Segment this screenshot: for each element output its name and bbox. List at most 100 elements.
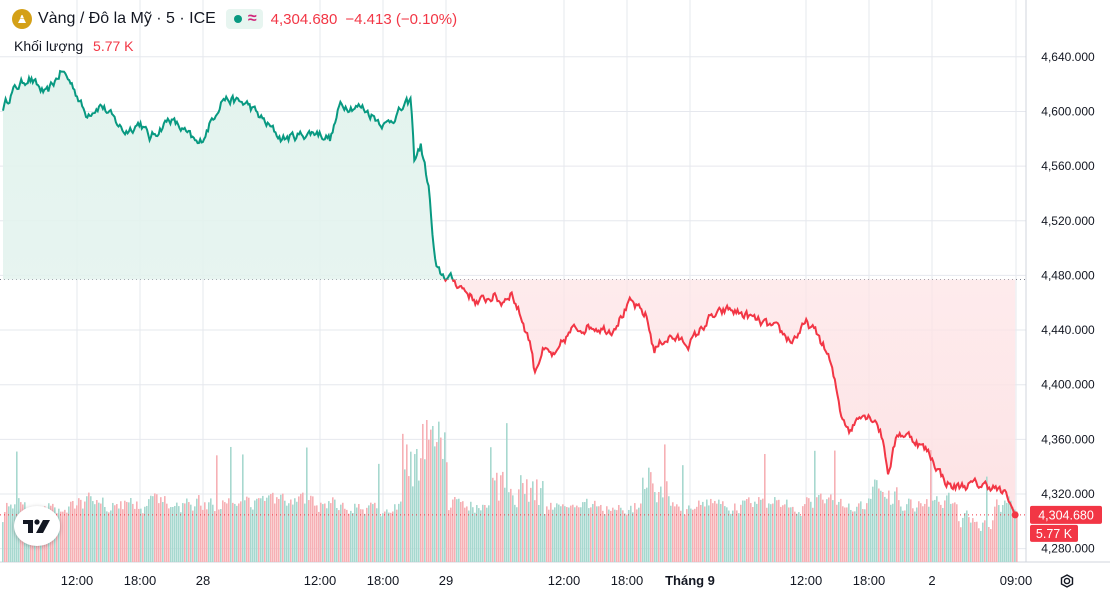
volume-bar: [516, 507, 518, 562]
volume-bar: [558, 504, 560, 562]
volume-bar: [266, 497, 268, 562]
volume-bar: [988, 527, 990, 562]
volume-bar: [382, 513, 384, 562]
market-status-pill[interactable]: ≈: [225, 9, 263, 29]
volume-bar: [870, 498, 872, 562]
volume-bar: [776, 500, 778, 562]
volume-bar: [262, 495, 264, 562]
volume-bar: [800, 515, 802, 562]
volume-bar: [366, 507, 368, 562]
volume-legend[interactable]: Khối lượng 5.77 K: [14, 38, 134, 54]
volume-bar: [560, 506, 562, 562]
volume-bar: [766, 507, 768, 562]
volume-bar: [534, 500, 536, 562]
volume-bar: [834, 450, 836, 562]
volume-bar: [554, 507, 556, 562]
volume-bar: [702, 501, 704, 562]
volume-bar: [630, 505, 632, 562]
volume-bar: [406, 444, 408, 562]
volume-bar: [388, 512, 390, 562]
volume-bar: [208, 502, 210, 562]
volume-bar: [778, 499, 780, 562]
volume-bar: [530, 487, 532, 562]
volume-bar: [120, 501, 122, 562]
symbol-title[interactable]: Vàng / Đô la Mỹ · 5 · ICE: [38, 10, 216, 27]
volume-bar: [498, 500, 500, 562]
gear-icon[interactable]: [1057, 571, 1077, 591]
volume-bar: [58, 508, 60, 562]
x-tick-label: 29: [439, 573, 453, 588]
volume-bar: [182, 503, 184, 562]
volume-bar: [114, 505, 116, 562]
symbol-header[interactable]: Vàng / Đô la Mỹ · 5 · ICE ≈ 4,304.680 −4…: [12, 8, 457, 30]
volume-bar: [860, 501, 862, 562]
volume-bar: [152, 496, 154, 562]
volume-bar: [330, 503, 332, 562]
gold-symbol-icon: [12, 9, 32, 29]
volume-bar: [372, 504, 374, 562]
volume-bar: [596, 506, 598, 562]
volume-bar: [1012, 506, 1014, 562]
volume-bar: [242, 454, 244, 562]
volume-bar: [840, 498, 842, 562]
price-line-below: [443, 279, 1017, 516]
volume-bar: [990, 529, 992, 562]
volume-bar: [148, 499, 150, 562]
volume-bar: [490, 447, 492, 562]
volume-bar: [362, 509, 364, 562]
volume-bar: [942, 507, 944, 562]
volume-bar: [740, 504, 742, 562]
volume-bar: [682, 465, 684, 562]
volume-bar: [662, 497, 664, 562]
volume-bar: [194, 506, 196, 562]
volume-bar: [370, 502, 372, 562]
volume-bar: [204, 502, 206, 562]
volume-bar: [514, 504, 516, 562]
volume-bar: [890, 504, 892, 562]
volume-bar: [450, 507, 452, 562]
volume-bar: [926, 499, 928, 562]
volume-bar: [4, 512, 6, 562]
volume-bar: [164, 496, 166, 562]
x-tick-label: 18:00: [611, 573, 644, 588]
volume-bar: [460, 501, 462, 562]
volume-bar: [86, 496, 88, 562]
volume-bar: [174, 505, 176, 562]
volume-bar: [322, 504, 324, 562]
volume-bar: [742, 500, 744, 562]
volume-bar: [666, 481, 668, 562]
volume-bar: [758, 497, 760, 562]
tradingview-logo-icon[interactable]: [14, 506, 60, 546]
volume-bar: [132, 503, 134, 562]
volume-bar: [138, 508, 140, 562]
volume-bar: [528, 501, 530, 562]
volume-bar: [522, 483, 524, 562]
volume-bar: [336, 508, 338, 562]
volume-bar: [304, 503, 306, 562]
volume-bar: [922, 506, 924, 562]
volume-bar: [954, 502, 956, 562]
x-tick-label: 12:00: [790, 573, 823, 588]
volume-bar: [1006, 502, 1008, 562]
volume-bar: [394, 504, 396, 562]
volume-bar: [548, 509, 550, 562]
volume-bar: [886, 498, 888, 562]
volume-bar: [718, 499, 720, 562]
volume-bar: [426, 420, 428, 562]
volume-bar: [724, 506, 726, 562]
volume-bar: [296, 501, 298, 562]
last-price: 4,304.680: [270, 10, 338, 28]
volume-bar: [888, 490, 890, 562]
volume-bar: [696, 506, 698, 562]
volume-bar: [642, 477, 644, 562]
volume-bar: [276, 497, 278, 562]
volume-bar: [992, 520, 994, 562]
volume-bar: [878, 488, 880, 562]
x-tick-label: 12:00: [304, 573, 337, 588]
volume-bar: [640, 503, 642, 562]
volume-bar: [552, 509, 554, 562]
volume-bar: [584, 502, 586, 562]
volume-bar: [154, 493, 156, 562]
volume-bar: [634, 503, 636, 562]
